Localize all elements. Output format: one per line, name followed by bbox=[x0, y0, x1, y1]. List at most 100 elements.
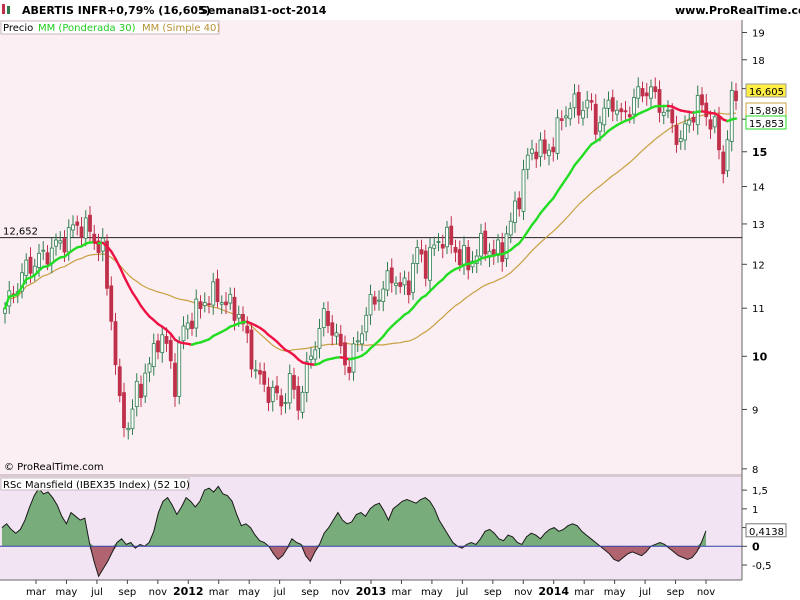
candle-body bbox=[712, 116, 717, 128]
candle-body bbox=[79, 226, 84, 238]
candle-body bbox=[572, 93, 577, 109]
candle-body bbox=[262, 371, 267, 385]
candle-body bbox=[636, 86, 641, 99]
candle bbox=[143, 363, 148, 403]
candle-body bbox=[321, 308, 326, 328]
candle bbox=[721, 145, 726, 184]
candle-body bbox=[113, 321, 118, 366]
candle-body bbox=[245, 325, 250, 334]
candle bbox=[517, 191, 522, 217]
candle bbox=[224, 291, 228, 315]
time-tick-label: may bbox=[238, 587, 260, 598]
candle-body bbox=[143, 372, 148, 397]
candle-body bbox=[304, 361, 309, 393]
site-link[interactable]: www.ProRealTime.com bbox=[675, 4, 800, 17]
candle-body bbox=[534, 151, 539, 160]
candle-body bbox=[122, 392, 126, 429]
candle-body bbox=[194, 298, 199, 329]
candle bbox=[504, 225, 509, 267]
candle-body bbox=[211, 281, 216, 306]
candle bbox=[466, 239, 471, 280]
candle-body bbox=[58, 240, 63, 244]
candle bbox=[126, 422, 131, 440]
time-axis: mar may jul sep nov 2012 mar may jul sep nov 2013 ma… bbox=[26, 580, 715, 598]
candle bbox=[83, 210, 88, 247]
candle-body bbox=[232, 296, 237, 321]
candle bbox=[232, 287, 237, 331]
time-tick-label: 2012 bbox=[173, 585, 204, 598]
legend-ma-simple[interactable]: MM (Simple 40) bbox=[142, 23, 220, 34]
candle bbox=[198, 295, 203, 319]
candle-body bbox=[440, 244, 445, 249]
legend-price[interactable]: Precio bbox=[3, 23, 33, 34]
reference-line-layer: 12,652 bbox=[0, 227, 742, 239]
candle-body bbox=[394, 282, 398, 286]
candle bbox=[619, 102, 624, 121]
candle bbox=[41, 241, 46, 261]
candle-body bbox=[717, 116, 721, 151]
price-tick-label: 14 bbox=[752, 183, 765, 194]
candle bbox=[139, 375, 143, 407]
instrument-title: ABERTIS INFR bbox=[22, 4, 108, 17]
candle bbox=[79, 216, 84, 246]
ma-weighted-segment bbox=[169, 332, 177, 341]
time-tick-label: jul bbox=[455, 587, 468, 598]
candle bbox=[372, 290, 377, 311]
candle bbox=[670, 103, 675, 134]
candle bbox=[360, 325, 364, 352]
indicator-title[interactable]: RSc Mansfield (IBEX35 Index) (52 10) bbox=[3, 480, 190, 491]
candle bbox=[640, 81, 645, 103]
candle bbox=[419, 239, 424, 263]
last-ma-weighted-badge-box bbox=[745, 115, 787, 130]
candle bbox=[109, 276, 114, 331]
candle bbox=[258, 362, 262, 385]
time-tick-label: sep bbox=[301, 587, 319, 598]
candle bbox=[615, 100, 619, 122]
candle-body bbox=[419, 249, 424, 255]
candle bbox=[445, 220, 449, 254]
candle-body bbox=[508, 220, 513, 236]
candle-body bbox=[147, 363, 152, 373]
candle-body bbox=[364, 314, 369, 333]
candle-body bbox=[156, 340, 160, 353]
candle-body bbox=[457, 249, 462, 266]
price-panel bbox=[0, 20, 742, 474]
candle bbox=[411, 254, 415, 300]
price-tick-label: 9 bbox=[752, 405, 758, 416]
candle-body bbox=[530, 148, 534, 154]
ma-weighted-segment bbox=[110, 250, 117, 260]
legend-box bbox=[0, 20, 220, 35]
indicator-area bbox=[0, 485, 742, 578]
candle-body bbox=[542, 139, 547, 154]
time-tick-label: sep bbox=[484, 587, 502, 598]
candle bbox=[453, 239, 458, 263]
ma-weighted-segment bbox=[122, 275, 130, 287]
candle-body bbox=[377, 299, 381, 302]
candle bbox=[551, 137, 556, 162]
last-ma-weighted-badge: 15,853 bbox=[745, 115, 787, 130]
candle-body bbox=[283, 402, 288, 404]
candle-body bbox=[500, 242, 505, 262]
candle bbox=[508, 212, 513, 244]
candle bbox=[593, 94, 598, 143]
candle-body bbox=[164, 335, 169, 344]
candle bbox=[194, 289, 199, 338]
candle bbox=[304, 352, 309, 403]
header-bar bbox=[0, 0, 800, 20]
candle-body bbox=[270, 386, 275, 402]
candle-body bbox=[258, 370, 262, 375]
candle bbox=[602, 98, 607, 133]
candle bbox=[147, 356, 152, 383]
candle-body bbox=[640, 88, 645, 97]
candle bbox=[185, 314, 190, 340]
candle-body bbox=[117, 366, 122, 397]
candle-body bbox=[670, 109, 675, 124]
candle-body bbox=[568, 108, 573, 120]
panel-separator[interactable] bbox=[0, 474, 742, 477]
candle-body bbox=[627, 114, 632, 118]
ma-weighted-segment bbox=[20, 277, 28, 289]
candle-body bbox=[449, 225, 454, 245]
candle-body bbox=[62, 238, 67, 253]
legend-ma-weighted[interactable]: MM (Ponderada 30) bbox=[38, 23, 136, 34]
candle-body bbox=[181, 325, 186, 342]
